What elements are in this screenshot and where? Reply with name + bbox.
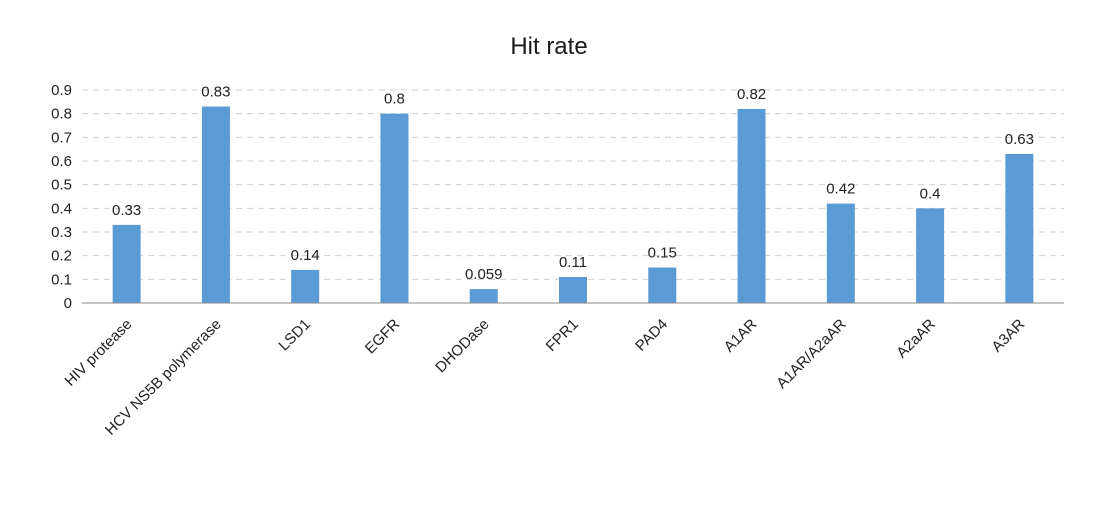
y-tick-label: 0.9	[51, 82, 72, 99]
data-label: 0.83	[201, 84, 230, 101]
x-tick-label: DHODase	[432, 316, 492, 376]
bar	[201, 106, 230, 303]
data-labels: 0.33 0.83 0.14 0.8 0.059 0.11 0.15 0.82 0.42 0.4 0…	[112, 84, 1034, 283]
bar	[291, 269, 320, 303]
y-tick-label: 0.7	[51, 129, 72, 146]
bar	[648, 267, 677, 303]
y-tick-label: 0.2	[51, 248, 72, 265]
data-label: 0.059	[465, 266, 503, 283]
y-tick-label: 0.6	[51, 153, 72, 170]
chart-title: Hit rate	[510, 33, 587, 60]
x-tick-label: HIV protease	[62, 316, 136, 390]
data-label: 0.8	[384, 91, 405, 108]
bar	[737, 108, 766, 303]
y-tick-label: 0.8	[51, 106, 72, 123]
x-tick-label: A1AR	[721, 316, 761, 356]
x-tick-label: PAD4	[632, 316, 671, 355]
data-label: 0.14	[291, 247, 320, 264]
data-label: 0.15	[648, 245, 677, 262]
bar	[559, 276, 587, 303]
bar	[380, 113, 409, 304]
data-label: 0.42	[826, 181, 855, 198]
x-tick-label: EGFR	[362, 316, 404, 358]
y-tick-label: 0	[64, 295, 72, 312]
data-label: 0.82	[737, 86, 766, 103]
x-tick-label: LSD1	[275, 316, 314, 355]
bar	[112, 224, 141, 303]
gridlines	[82, 89, 1064, 280]
x-tick-label: A1AR/A2aAR	[773, 316, 849, 392]
x-tick-label: FPR1	[543, 316, 582, 355]
x-tick-label: A2aAR	[893, 316, 939, 362]
bar	[469, 289, 498, 303]
data-label: 0.4	[920, 185, 941, 202]
data-label: 0.33	[112, 202, 141, 219]
bars	[112, 106, 1034, 304]
bar	[1005, 153, 1034, 303]
data-label: 0.11	[559, 254, 587, 271]
y-tick-label: 0.4	[51, 200, 72, 217]
y-tick-label: 0.3	[51, 224, 72, 241]
x-tick-label: A3AR	[988, 316, 1028, 356]
bar	[826, 203, 855, 303]
y-axis-ticks: 0 0.1 0.2 0.3 0.4 0.5 0.6 0.7 0.8 0.9	[51, 82, 72, 312]
data-label: 0.63	[1005, 131, 1034, 148]
y-tick-label: 0.5	[51, 177, 72, 194]
y-tick-label: 0.1	[51, 271, 72, 288]
bar	[916, 208, 945, 303]
